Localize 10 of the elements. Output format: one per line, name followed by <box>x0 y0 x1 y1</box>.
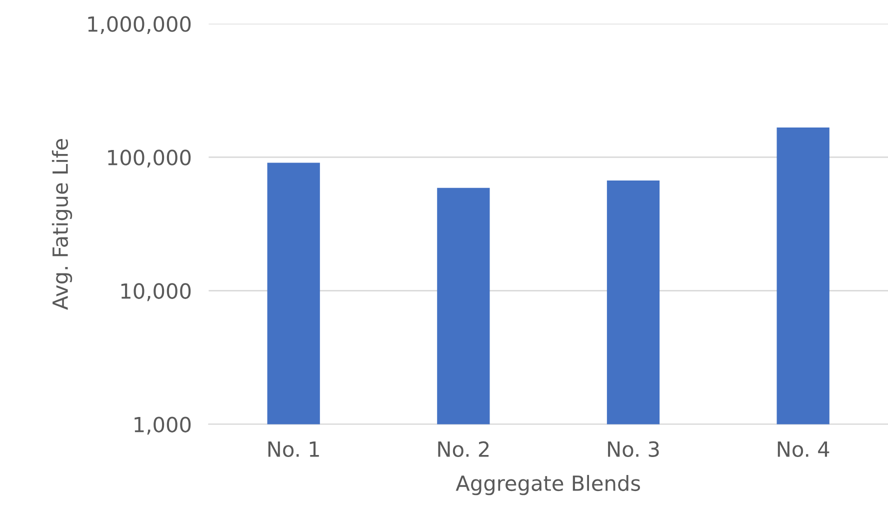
x-axis-title: Aggregate Blends <box>456 474 640 496</box>
x-tick-label: No. 3 <box>608 441 659 458</box>
y-tick-label: 100,000 <box>108 150 191 168</box>
x-tick-label: No. 1 <box>268 442 319 458</box>
y-axis-title: Avg. Fatigue Life <box>52 139 72 310</box>
y-tick-label: 10,000 <box>121 283 191 302</box>
y-tick-label: 1,000,000 <box>88 16 191 34</box>
x-tick-label: No. 4 <box>778 442 830 458</box>
x-tick-label: No. 2 <box>438 441 489 458</box>
y-tick-label: 1,000 <box>134 416 191 435</box>
